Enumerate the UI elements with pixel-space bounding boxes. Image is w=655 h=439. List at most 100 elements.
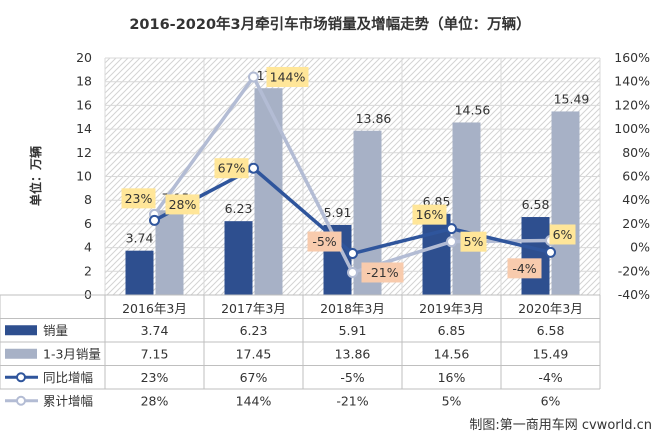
table-cell-yoy-growth: -5%: [340, 370, 364, 385]
legend-key-cumulative-sales: [5, 348, 37, 359]
y2-tick-label: 100%: [614, 121, 650, 136]
x-category-label: 2018年3月: [320, 301, 385, 316]
cumulative-growth-label: 28%: [169, 197, 197, 212]
cumulative-growth-point: [446, 236, 457, 248]
y2-tick-label: 140%: [614, 74, 650, 89]
legend-label-cumulative-growth: 累计增幅: [43, 393, 93, 408]
cumulative-growth-label-box: [549, 224, 576, 245]
y-axis-title: 单位：万辆: [28, 146, 43, 206]
cumulative-growth-point: [248, 71, 259, 83]
x-category-label: 2019年3月: [419, 301, 484, 316]
y-tick-label: 18: [76, 74, 92, 89]
yoy-growth-label-box: [214, 158, 249, 179]
table-cell-yoy-growth: 16%: [438, 370, 466, 385]
table-cell-cumulative-sales: 13.86: [335, 346, 371, 361]
y2-tick-label: 20%: [622, 216, 650, 231]
y-tick-label: 4: [84, 240, 92, 255]
cumulative-growth-label-box: [266, 66, 309, 87]
table-cell-cumulative-sales: 17.45: [236, 346, 272, 361]
yoy-growth-point: [248, 162, 259, 174]
yoy-growth-label: 16%: [416, 207, 444, 222]
table-cell-sales: 6.23: [240, 323, 268, 338]
bar-sales: [224, 221, 253, 295]
legend-key-sales: [5, 325, 37, 336]
y2-tick-label: 60%: [622, 169, 650, 184]
table-cell-cumulative-growth: 144%: [236, 393, 272, 408]
bar-sales: [422, 213, 451, 295]
y2-tick-label: -40%: [618, 287, 650, 302]
bar-cumulative-sales: [452, 122, 481, 296]
bar-sales: [125, 250, 154, 295]
cumulative-growth-label: 5%: [464, 234, 484, 249]
cumulative-growth-label-box: [460, 231, 487, 252]
table-cell-cumulative-growth: 5%: [442, 393, 462, 408]
y-tick-label: 6: [84, 216, 92, 231]
bar-sales-label: 6.58: [522, 197, 550, 212]
bar-cumulative-sales-label: 15.49: [554, 91, 590, 106]
table-cell-yoy-growth: -4%: [538, 370, 562, 385]
yoy-growth-point: [446, 223, 457, 235]
y-tick-label: 12: [76, 145, 92, 160]
y-tick-label: 8: [84, 192, 92, 207]
y2-tick-label: -20%: [618, 263, 650, 278]
y-tick-label: 14: [76, 121, 92, 136]
cumulative-growth-label: 6%: [553, 227, 573, 242]
yoy-growth-label-box: [307, 231, 342, 252]
y-tick-label: 20: [76, 50, 92, 65]
table-cell-cumulative-growth: 28%: [141, 393, 169, 408]
bar-cumulative-sales-label: 13.86: [356, 111, 392, 126]
y2-tick-label: 120%: [614, 97, 650, 112]
yoy-growth-label: -5%: [312, 234, 336, 249]
y-tick-label: 2: [84, 263, 92, 278]
table-cell-cumulative-sales: 15.49: [533, 346, 569, 361]
legend-label-sales: 销量: [43, 323, 68, 338]
table-cell-yoy-growth: 67%: [240, 370, 268, 385]
x-category-label: 2017年3月: [221, 301, 286, 316]
cumulative-growth-label-box: [165, 194, 200, 215]
cumulative-growth-label: -21%: [366, 265, 398, 280]
yoy-growth-label-box: [507, 258, 542, 279]
bar-sales: [521, 217, 550, 295]
chart-title: 2016-2020年3月牵引车市场销量及增幅走势（单位：万辆）: [129, 15, 530, 33]
y2-tick-label: 80%: [622, 145, 650, 160]
yoy-growth-label: 67%: [218, 161, 246, 176]
table-cell-sales: 5.91: [339, 323, 367, 338]
yoy-growth-point: [545, 246, 556, 258]
yoy-growth-point: [347, 248, 358, 260]
y-tick-label: 16: [76, 97, 92, 112]
table-cell-sales: 6.85: [438, 323, 466, 338]
x-category-label: 2020年3月: [518, 301, 583, 316]
yoy-growth-label-box: [121, 188, 156, 209]
table-cell-sales: 6.58: [537, 323, 565, 338]
x-category-label: 2016年3月: [122, 301, 187, 316]
cumulative-growth-label-box: [361, 262, 404, 283]
bar-cumulative-sales: [155, 210, 184, 295]
bar-cumulative-sales-label: 14.56: [455, 102, 491, 117]
yoy-growth-point: [149, 214, 160, 226]
table-cell-cumulative-growth: 6%: [541, 393, 561, 408]
legend-key-marker-yoy-growth: [16, 372, 26, 383]
bar-sales-label: 3.74: [126, 231, 154, 246]
yoy-growth-label-box: [412, 204, 447, 225]
table-cell-cumulative-sales: 7.15: [141, 346, 169, 361]
legend-label-cumulative-sales: 1-3月销量: [43, 346, 101, 361]
bar-cumulative-sales: [551, 111, 580, 295]
legend-key-marker-cumulative-growth: [16, 395, 26, 406]
bar-sales-label: 6.23: [225, 201, 253, 216]
bar-sales-label: 5.91: [324, 205, 352, 220]
y2-tick-label: 0%: [630, 240, 650, 255]
table-cell-yoy-growth: 23%: [141, 370, 169, 385]
cumulative-growth-point: [347, 266, 358, 278]
table-cell-cumulative-sales: 14.56: [434, 346, 470, 361]
y2-tick-label: 40%: [622, 192, 650, 207]
legend-label-yoy-growth: 同比增幅: [43, 370, 93, 385]
y-tick-label: 10: [76, 169, 92, 184]
table-cell-cumulative-growth: -21%: [336, 393, 368, 408]
table-cell-sales: 3.74: [141, 323, 169, 338]
y2-tick-label: 160%: [614, 50, 650, 65]
watermark-text: 制图:第一商用车网 cvworld.cn: [469, 417, 652, 433]
cumulative-growth-label: 144%: [270, 69, 306, 84]
yoy-growth-label: -4%: [512, 261, 536, 276]
